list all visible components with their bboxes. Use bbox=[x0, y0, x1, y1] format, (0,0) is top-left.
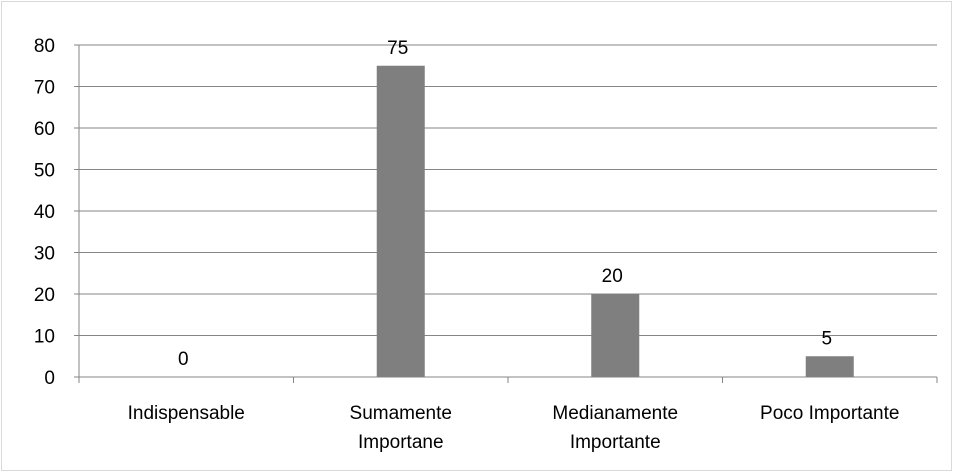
bar bbox=[805, 356, 854, 377]
y-tick-label: 0 bbox=[44, 368, 55, 389]
y-tick-label: 60 bbox=[34, 119, 55, 140]
y-tick-label: 80 bbox=[34, 36, 55, 57]
bar-series bbox=[376, 65, 854, 377]
data-labels: 0 75 20 5 bbox=[178, 38, 832, 370]
x-category-label: Sumamente Importane bbox=[350, 403, 452, 453]
x-axis: Indispensable Sumamente Importane Medianame… bbox=[78, 376, 938, 453]
y-axis: 0 10 20 30 40 50 60 70 80 bbox=[34, 36, 80, 389]
y-tick-label: 20 bbox=[34, 285, 55, 306]
data-label: 20 bbox=[602, 266, 623, 287]
y-tick-label: 10 bbox=[34, 327, 55, 348]
x-category-label: Poco Importante bbox=[760, 403, 899, 424]
data-label: 75 bbox=[387, 38, 408, 59]
y-tick-label: 30 bbox=[34, 244, 55, 265]
gridlines bbox=[79, 44, 937, 336]
bar bbox=[591, 294, 640, 377]
x-category-label: Medianamente Importante bbox=[552, 403, 678, 453]
x-category-label: Indispensable bbox=[128, 403, 245, 424]
y-tick-label: 50 bbox=[34, 161, 55, 182]
bar bbox=[376, 65, 425, 377]
y-tick-label: 40 bbox=[34, 202, 55, 223]
data-label: 5 bbox=[821, 328, 832, 349]
y-tick-label: 70 bbox=[34, 78, 55, 99]
data-label: 0 bbox=[178, 349, 189, 370]
